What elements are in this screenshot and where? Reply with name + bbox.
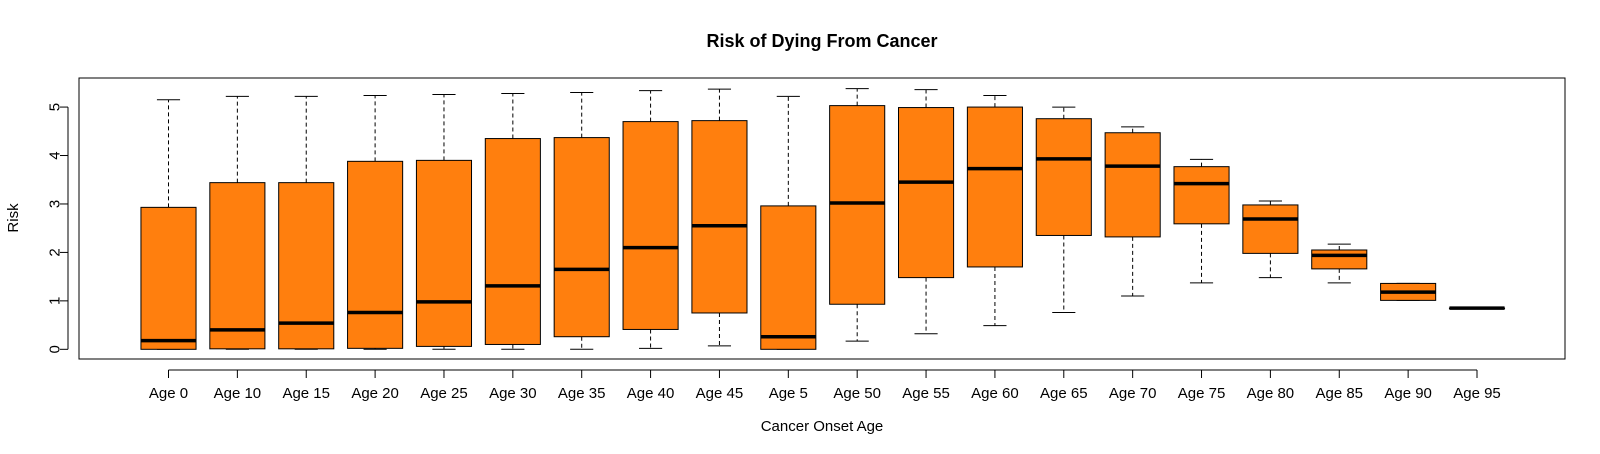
x-tick-label: Age 5 <box>769 385 808 402</box>
plot-frame <box>78 77 1566 360</box>
x-tick-label: Age 95 <box>1453 385 1501 402</box>
box-iqr <box>829 105 886 305</box>
box-age-0 <box>140 99 197 350</box>
box-age-20 <box>347 94 404 350</box>
box-age-95 <box>1448 306 1506 310</box>
x-tick-label: Age 35 <box>558 385 606 402</box>
box-age-65 <box>1035 106 1092 313</box>
y-axis: 0 1 2 3 4 5 <box>47 103 69 353</box>
box-age-55 <box>898 89 955 335</box>
box-age-30 <box>484 93 541 350</box>
box-iqr <box>415 159 473 347</box>
x-tick-label: Age 45 <box>696 385 744 402</box>
x-tick-label: Age 0 <box>149 385 188 402</box>
box-age-25 <box>415 93 473 350</box>
x-tick-label: Age 65 <box>1040 385 1088 402</box>
box-iqr <box>1173 166 1230 225</box>
x-axis-label: Cancer Onset Age <box>761 418 884 435</box>
box-age-45 <box>691 88 748 347</box>
y-tick-label: 0 <box>47 345 64 353</box>
x-axis: Age 0 Age 10 Age 15 Age 20 Age 25 Age 30 Age 3… <box>149 369 1501 402</box>
x-tick-label: Age 30 <box>489 385 537 402</box>
y-tick-label: 2 <box>47 248 64 256</box>
box-age-35 <box>553 92 610 350</box>
y-axis-label: Risk <box>5 203 22 233</box>
box-iqr <box>209 182 266 350</box>
box-iqr <box>760 205 817 350</box>
box-iqr <box>1242 204 1299 254</box>
boxes <box>140 88 1506 350</box>
y-tick-label: 3 <box>47 200 64 208</box>
box-age-90 <box>1380 282 1437 301</box>
y-tick-label: 5 <box>47 103 64 111</box>
box-iqr <box>691 120 748 314</box>
box-iqr <box>1104 132 1161 238</box>
box-iqr <box>553 137 610 338</box>
box-age-75 <box>1173 158 1230 284</box>
x-tick-label: Age 40 <box>627 385 675 402</box>
x-tick-label: Age 80 <box>1247 385 1295 402</box>
box-iqr <box>140 206 197 350</box>
x-tick-label: Age 25 <box>420 385 468 402</box>
x-tick-label: Age 15 <box>282 385 330 402</box>
box-iqr <box>278 182 335 350</box>
box-iqr <box>347 160 404 349</box>
box-iqr <box>898 107 955 279</box>
box-age-50 <box>829 88 886 342</box>
x-tick-label: Age 75 <box>1178 385 1226 402</box>
box-iqr <box>1311 249 1368 270</box>
box-age-60 <box>966 94 1023 327</box>
x-tick-label: Age 10 <box>214 385 262 402</box>
x-tick-label: Age 55 <box>902 385 950 402</box>
y-tick-label: 4 <box>47 151 64 159</box>
box-iqr <box>1035 118 1092 236</box>
box-age-85 <box>1311 243 1368 284</box>
box-age-15 <box>278 95 335 350</box>
box-iqr <box>484 138 541 345</box>
x-tick-label: Age 90 <box>1384 385 1432 402</box>
x-tick-label: Age 70 <box>1109 385 1157 402</box>
x-tick-label: Age 50 <box>833 385 881 402</box>
box-age-80 <box>1242 200 1299 279</box>
box-iqr <box>966 106 1023 268</box>
box-age-70 <box>1104 126 1161 297</box>
box-age-40 <box>622 90 679 349</box>
x-tick-label: Age 85 <box>1315 385 1363 402</box>
x-tick-label: Age 20 <box>351 385 399 402</box>
box-iqr <box>622 121 679 330</box>
box-age-10 <box>209 95 266 350</box>
y-tick-label: 1 <box>47 297 64 305</box>
box-age-5 <box>760 95 817 350</box>
x-tick-label: Age 60 <box>971 385 1019 402</box>
chart-title: Risk of Dying From Cancer <box>706 31 937 51</box>
